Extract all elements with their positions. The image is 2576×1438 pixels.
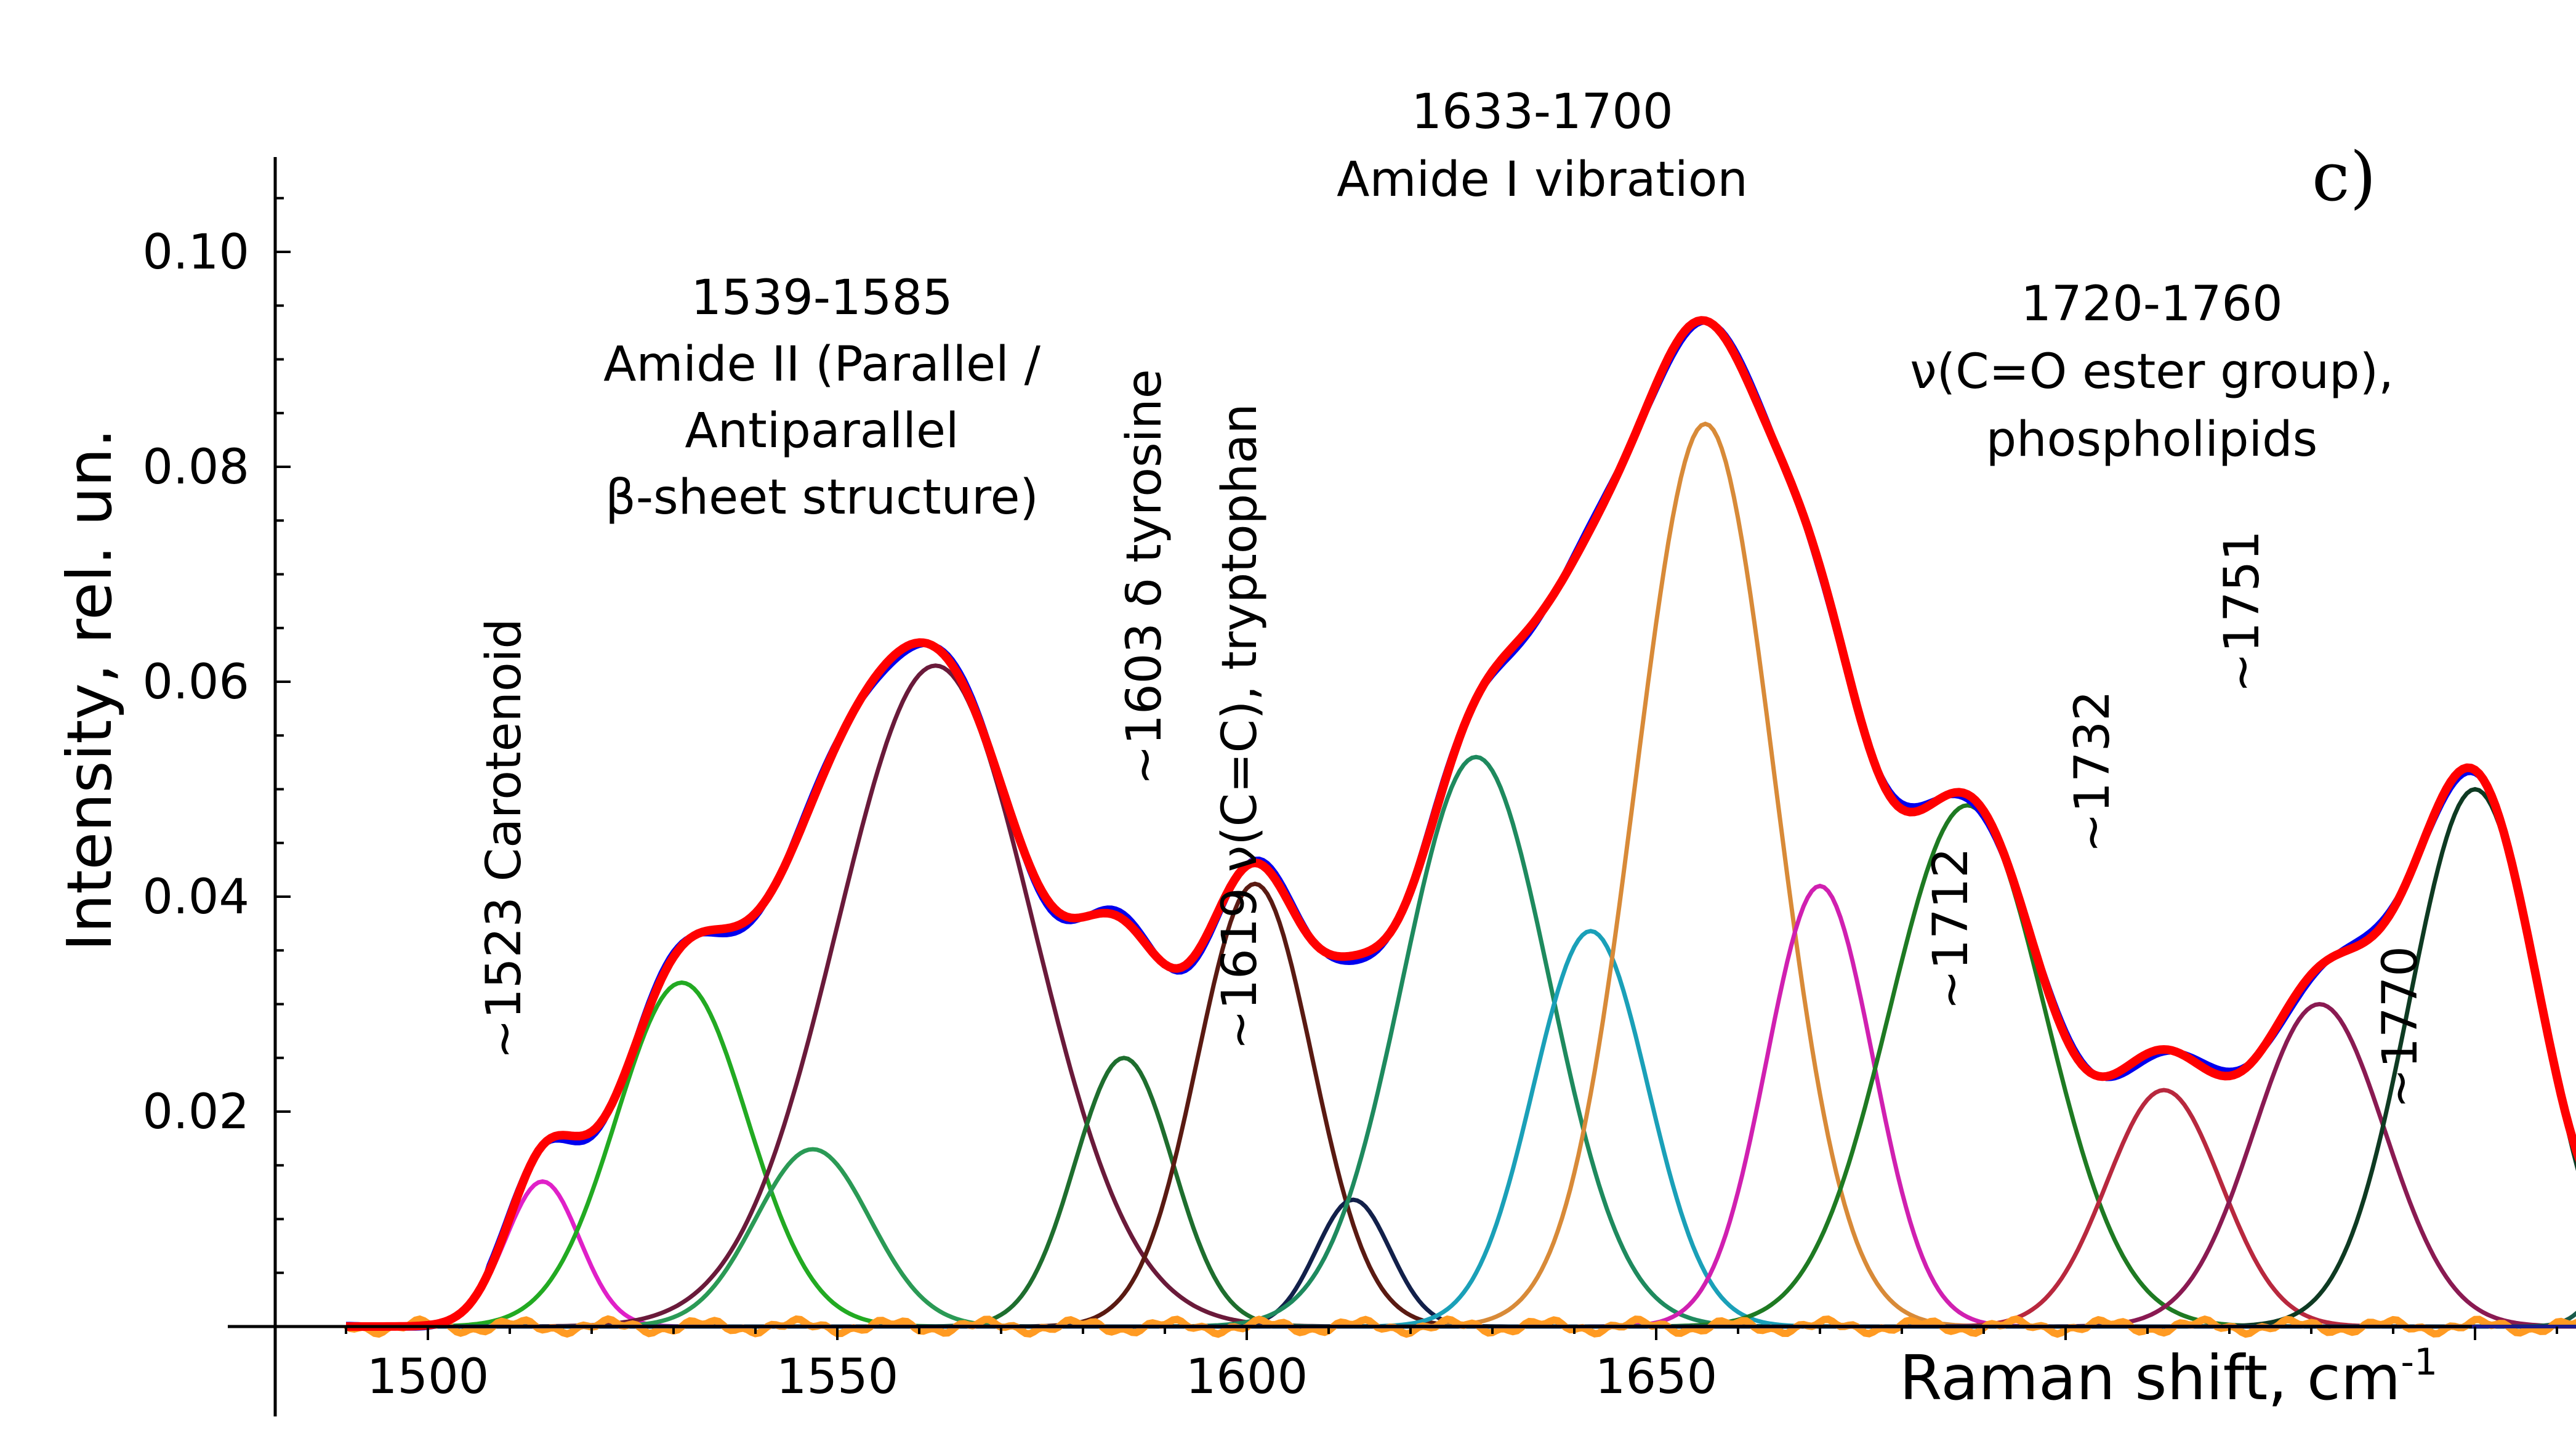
y-tick-label: 0.04 [142,870,249,925]
annotation-amide2-line2: Amide II (Parallel / [603,337,1041,392]
x-axis-label: Raman shift, cm-1 [1899,1341,2437,1414]
residual-line [344,1315,2576,1338]
annotation-peak-1712: ~1712 [1923,847,1979,1010]
fit-envelope-line [345,316,2576,1331]
annotation-amide2-line3: Antiparallel [685,403,959,459]
peak-component-1547 [346,1147,2576,1329]
peak-component-1585 [346,1056,2576,1329]
peak-component-1613 [346,1197,2576,1329]
x-tick-label: 1600 [1186,1349,1308,1405]
x-tick-label: 1650 [1595,1349,1718,1405]
panel-label: c) [2312,137,2377,216]
y-ticks: 0.02 0.04 0.06 0.08 0.10 [142,196,291,1328]
peak-component-1750 [346,786,2576,1329]
y-tick-label: 0.10 [142,225,249,280]
annotation-peak-1751: ~1751 [2215,530,2270,693]
y-tick-label: 0.08 [142,440,249,495]
annotation-peak-1770: ~1770 [2373,946,2428,1109]
annotation-peak-1732: ~1732 [2065,690,2120,853]
annotation-ester-line2: ν(C=O ester group), [1910,344,2394,400]
x-tick-label: 1550 [776,1349,899,1405]
annotation-amide2-range: 1539-1585 [691,270,952,326]
peak-component-1628 [346,754,2576,1329]
annotation-amide2-line4: β-sheet structure) [605,470,1039,525]
annotation-tyrosine: ~1603 δ tyrosine [1117,369,1172,785]
peak-component-1712 [346,1088,2576,1329]
y-tick-label: 0.02 [142,1085,249,1140]
x-ticks: 1500 1550 1600 1650 [345,1327,2558,1405]
annotation-ester-range: 1720-1760 [2021,277,2282,332]
peak-component-1771 [346,1311,2576,1329]
peak-component-1731 [346,1001,2576,1329]
x-axis-label-superscript: -1 [2401,1341,2437,1384]
annotation-amide1-label: Amide I vibration [1337,152,1748,208]
x-tick-label: 1500 [367,1349,489,1405]
annotation-amide1-range: 1633-1700 [1411,84,1673,140]
annotation-carotenoid: ~1523 Carotenoid [477,618,532,1059]
annotations: ~1523 Carotenoid 1539-1585 Amide II (Par… [477,84,2428,1109]
y-tick-label: 0.06 [142,655,249,710]
peak-component-1531 [346,980,2576,1329]
annotation-ester-line3: phospholipids [1986,412,2318,467]
y-axis-label: Intensity, rel. un. [54,428,126,951]
annotation-tryptophan: ~1619 ν(C=C), tryptophan [1212,403,1268,1050]
peak-component-1642 [346,929,2576,1329]
